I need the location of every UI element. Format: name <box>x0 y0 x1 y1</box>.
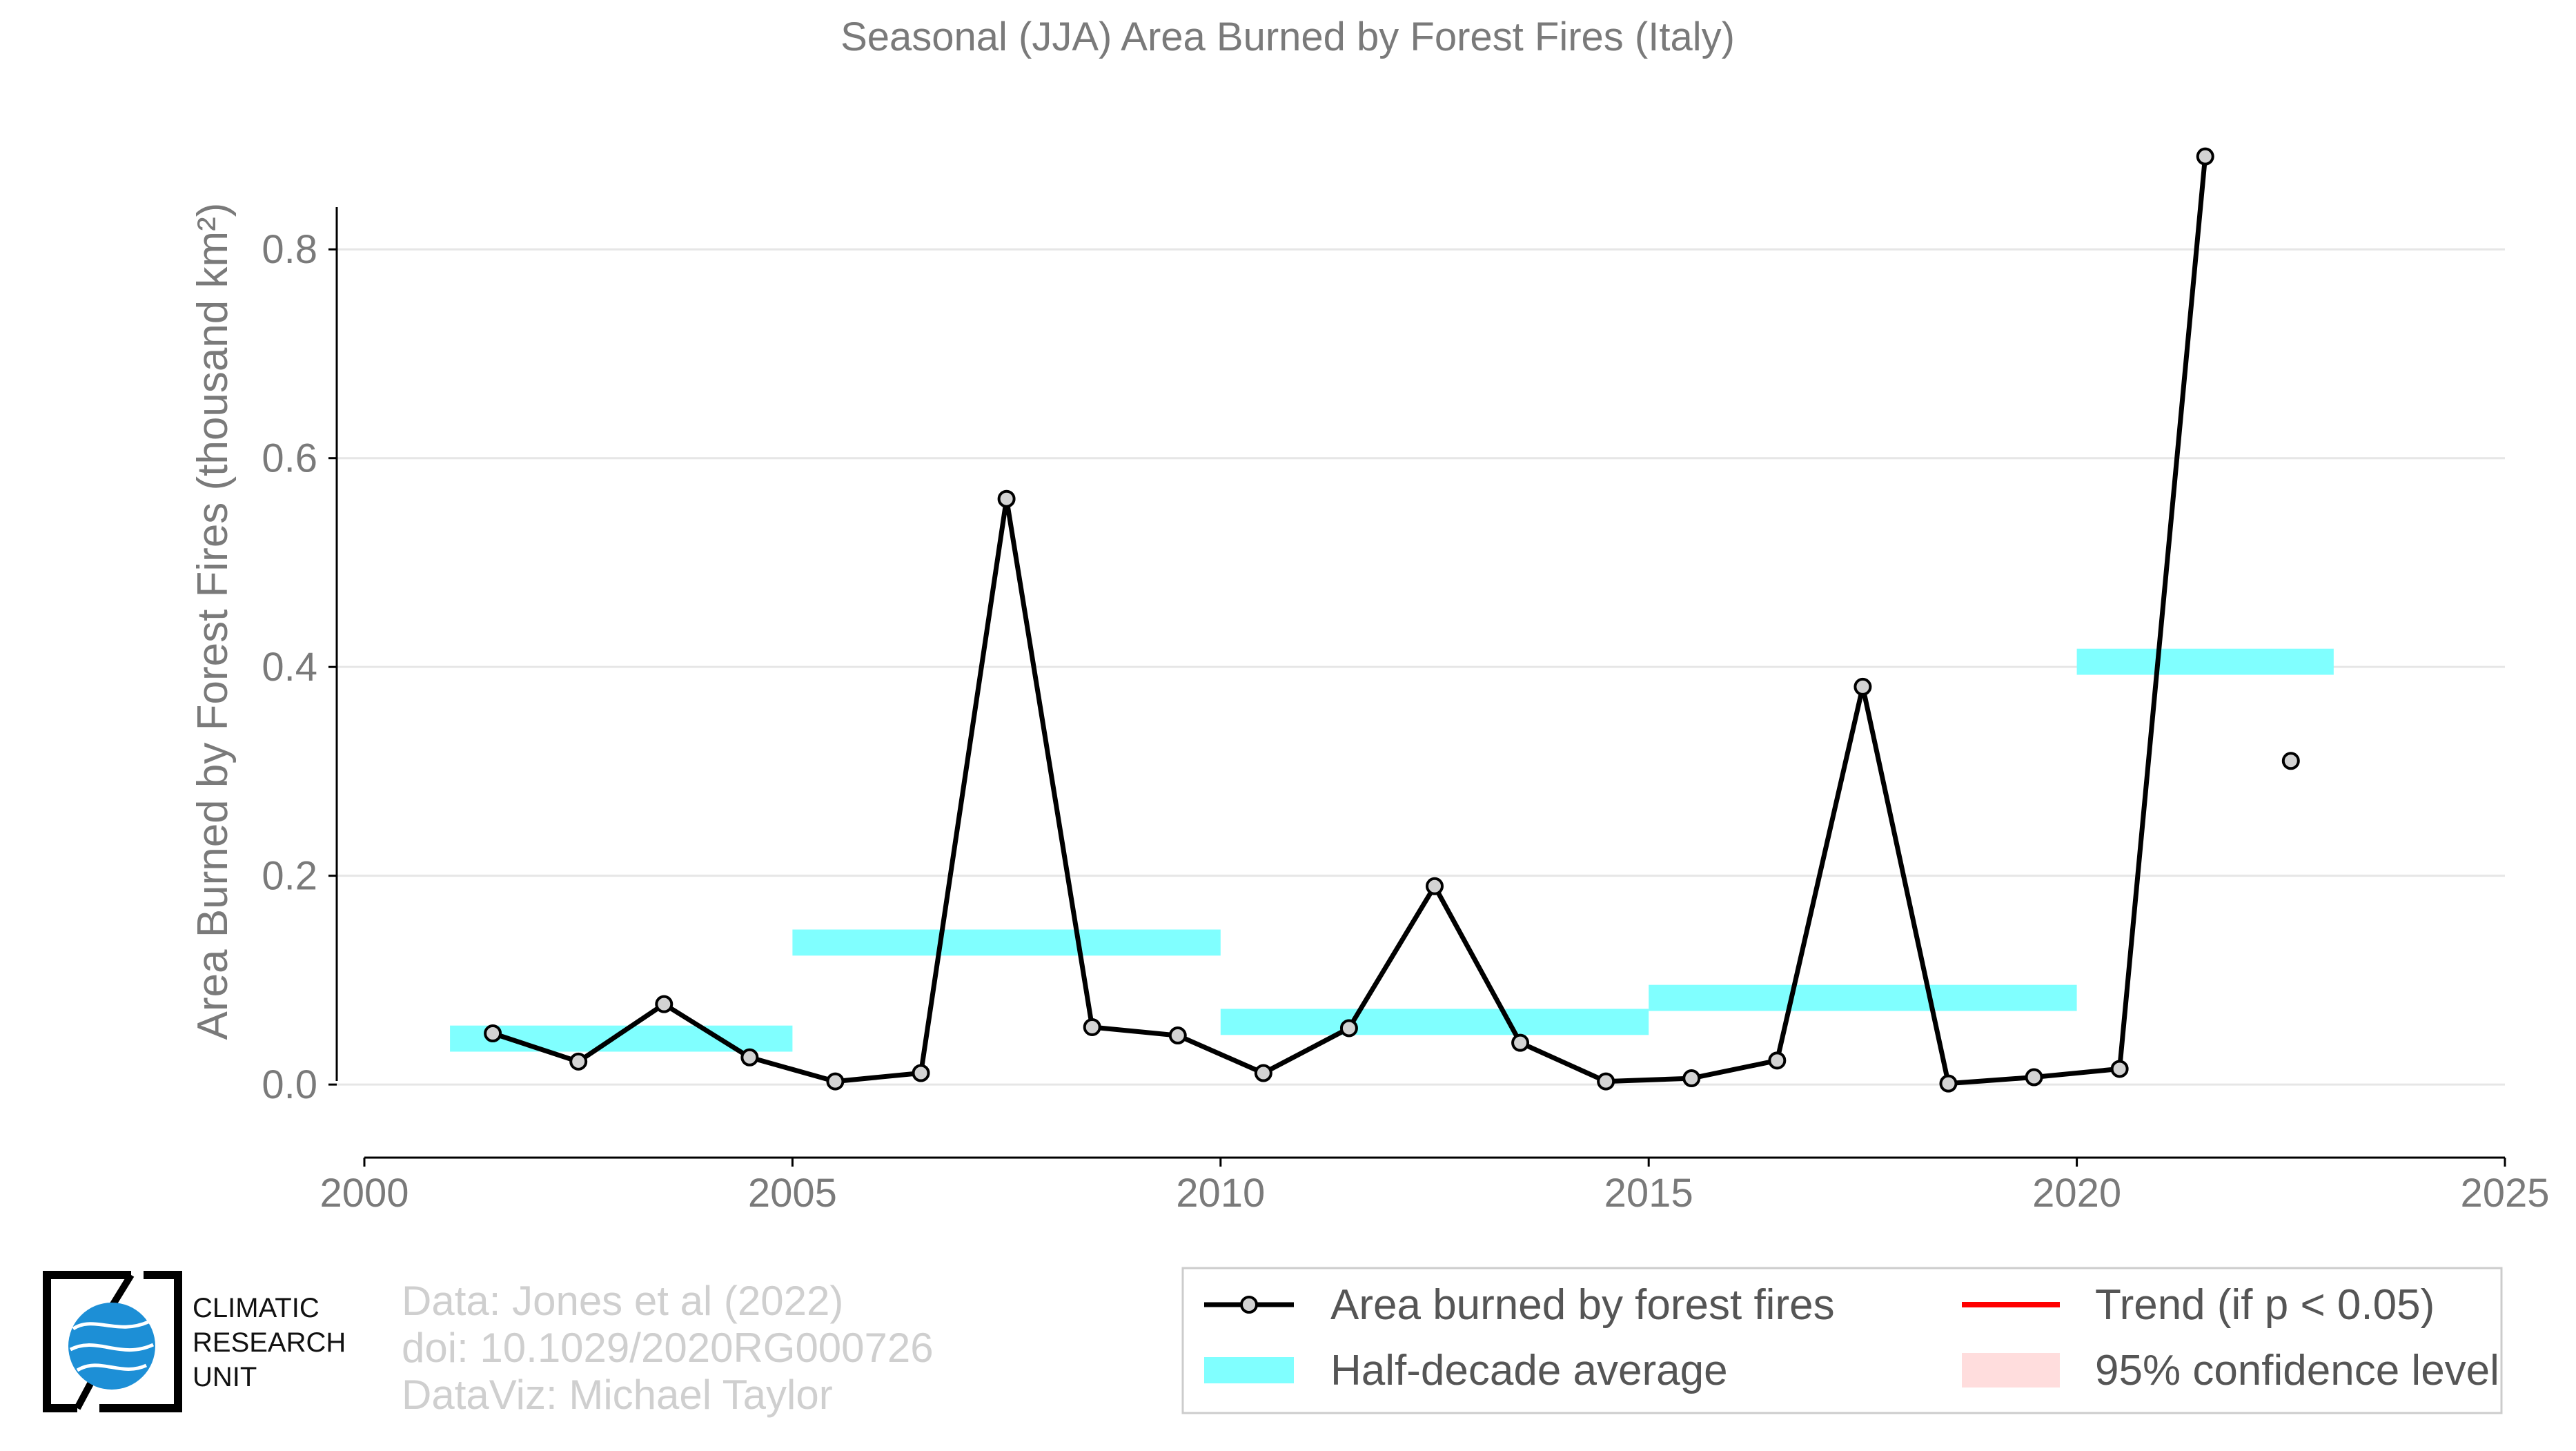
globe-swirl-1 <box>72 1320 150 1331</box>
grid-layer <box>337 248 2505 1086</box>
data-point <box>2110 1060 2129 1078</box>
globe-swirl-2 <box>69 1343 155 1352</box>
legend-label-confidence: 95% confidence level <box>2095 1347 2499 1394</box>
x-tick-label: 2005 <box>748 1171 837 1216</box>
credit-dataviz: DataViz: Michael Taylor <box>402 1372 833 1418</box>
data-point <box>997 489 1016 508</box>
half-decade-average-band <box>2076 648 2334 675</box>
data-point <box>912 1064 930 1082</box>
x-tick-label: 2010 <box>1176 1171 1265 1216</box>
chart-title: Seasonal (JJA) Area Burned by Forest Fir… <box>840 14 1735 59</box>
data-point <box>1254 1064 1272 1082</box>
half-decade-average-band <box>1220 1009 1649 1035</box>
logo-text-research: RESEARCH <box>193 1327 346 1358</box>
x-tick-label: 2025 <box>2460 1171 2549 1216</box>
data-point <box>2281 752 2300 770</box>
data-point <box>1854 677 1872 696</box>
y-tick-label: 0.2 <box>262 854 317 899</box>
half-decade-average-band <box>792 929 1221 956</box>
credit-data-source: Data: Jones et al (2022) <box>402 1278 843 1324</box>
half-decade-average-band <box>1649 984 2077 1011</box>
y-tick-label: 0.0 <box>262 1062 317 1107</box>
credits: Data: Jones et al (2022) doi: 10.1029/20… <box>402 1278 934 1418</box>
legend-label-trend: Trend (if p < 0.05) <box>2095 1281 2435 1329</box>
legend-box <box>1181 1267 2503 1414</box>
globe-swirl-3 <box>76 1363 148 1372</box>
data-point <box>1682 1069 1701 1088</box>
data-point <box>740 1048 759 1067</box>
y-tick-label: 0.8 <box>262 227 317 272</box>
legend-label-half-decade: Half-decade average <box>1330 1347 1728 1394</box>
x-tick-label: 2015 <box>1604 1171 1693 1216</box>
data-point <box>1426 877 1444 895</box>
x-tick-label: 2020 <box>2032 1171 2121 1216</box>
series-line <box>492 156 2208 1087</box>
data-point <box>1597 1072 1615 1091</box>
series-layer <box>484 147 2300 1093</box>
data-point <box>1083 1017 1101 1036</box>
y-axis-label: Area Burned by Forest Fires (thousand km… <box>189 203 237 1040</box>
legend: Area burned by forest fires Trend (if p … <box>1181 1267 2503 1414</box>
y-axis: 0.0 0.2 0.4 0.6 0.8 <box>262 207 338 1107</box>
legend-swatch-confidence <box>1962 1353 2060 1387</box>
data-point <box>1768 1051 1787 1070</box>
data-point <box>1339 1019 1358 1038</box>
legend-swatch-area-burned-marker <box>1240 1296 1258 1314</box>
data-point <box>484 1024 502 1043</box>
credit-doi: doi: 10.1029/2020RG000726 <box>402 1325 934 1371</box>
legend-swatch-half-decade <box>1204 1357 1294 1383</box>
y-tick-label: 0.4 <box>262 645 317 690</box>
logo-bracket-right <box>99 1271 182 1412</box>
cru-logo: CLIMATIC RESEARCH UNIT <box>43 1271 346 1412</box>
data-point <box>655 995 674 1013</box>
logo-bracket-left <box>43 1271 131 1412</box>
logo-text-climatic: CLIMATIC <box>193 1293 319 1323</box>
logo-text-unit: UNIT <box>193 1362 257 1392</box>
data-point <box>826 1072 845 1091</box>
data-point <box>1511 1033 1530 1052</box>
x-axis: 2000 2005 2010 2015 2020 2025 <box>319 1156 2550 1216</box>
data-point <box>2196 147 2214 166</box>
half-decade-average-layer <box>450 648 2334 1052</box>
data-point <box>569 1052 588 1071</box>
y-tick-label: 0.6 <box>262 436 317 481</box>
data-point <box>1168 1026 1187 1045</box>
legend-label-area-burned: Area burned by forest fires <box>1330 1281 1835 1329</box>
data-point <box>2025 1068 2043 1087</box>
data-point <box>1939 1074 1958 1093</box>
x-tick-label: 2000 <box>319 1171 409 1216</box>
